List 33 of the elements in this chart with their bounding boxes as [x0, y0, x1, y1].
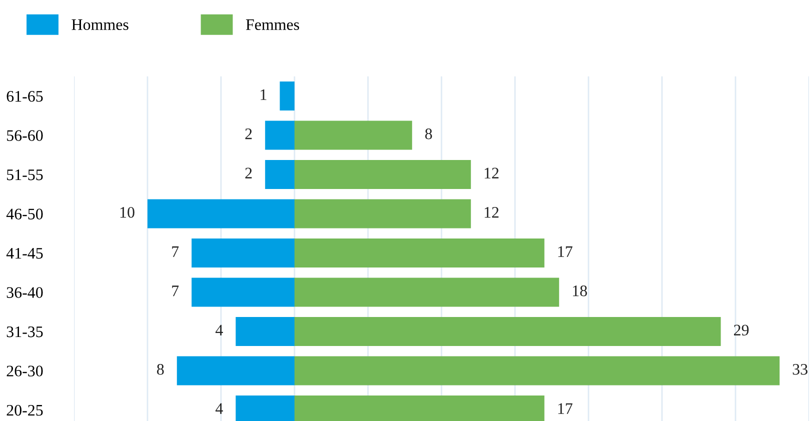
data-label: 7	[172, 246, 179, 257]
data-label: 17	[558, 403, 572, 414]
y-tick-label: 26-30	[6, 366, 43, 376]
y-tick-label: 61-65	[6, 90, 43, 102]
y-tick-label: 41-45	[6, 248, 43, 259]
data-label: 4	[216, 403, 223, 414]
y-tick-label: 36-40	[6, 287, 43, 298]
legend-label: Hommes	[72, 19, 128, 30]
data-label: 18	[573, 285, 587, 296]
data-label: 2	[245, 128, 252, 140]
data-label: 17	[558, 246, 572, 257]
data-label: 10	[120, 206, 134, 218]
bar	[236, 316, 294, 346]
bar	[280, 82, 294, 111]
data-label: 7	[172, 286, 179, 296]
data-label: 2	[245, 168, 252, 178]
y-tick-label: 56-60	[7, 130, 43, 141]
data-label: 33	[792, 364, 808, 375]
bar	[265, 120, 294, 150]
data-label: 4	[216, 324, 223, 336]
y-tick-label: 46-50	[6, 208, 43, 220]
data-label: 12	[484, 168, 498, 178]
data-label: 29	[734, 324, 749, 336]
y-tick-label: 20-25	[6, 404, 43, 416]
data-label: 8	[425, 128, 432, 140]
data-label: 8	[157, 364, 164, 375]
bar	[176, 356, 294, 386]
data-label: 12	[484, 207, 498, 218]
bar	[265, 160, 294, 190]
legend-label: Femmes	[246, 19, 300, 30]
y-tick-label: 31-35	[6, 326, 43, 338]
y-tick-label: 51-55	[7, 170, 43, 180]
data-label: 1	[260, 89, 266, 100]
